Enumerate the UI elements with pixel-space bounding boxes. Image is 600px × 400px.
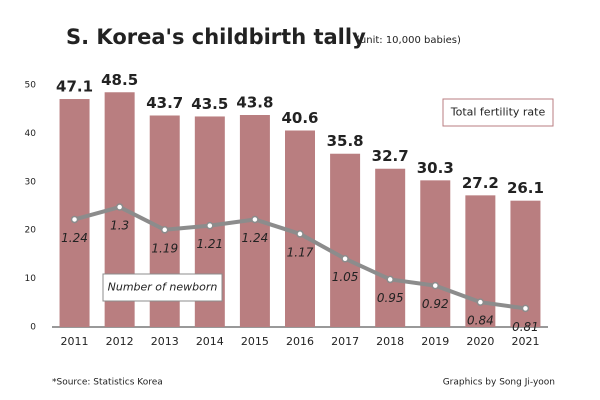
bar-value-label: 47.1: [56, 78, 93, 96]
line-point: [521, 304, 530, 313]
line-value-label: 1.17: [287, 245, 314, 259]
x-tick-label: 2016: [286, 335, 314, 348]
bar-value-label: 35.8: [327, 132, 364, 150]
line-point: [296, 230, 304, 238]
bar-value-label: 43.5: [191, 95, 228, 113]
y-tick-label: 30: [25, 177, 37, 187]
bar-value-label: 43.7: [146, 94, 183, 112]
line-point: [115, 203, 124, 211]
y-tick-label: 50: [25, 81, 37, 91]
x-tick-label: 2019: [421, 335, 449, 348]
x-tick-label: 2021: [511, 335, 539, 348]
x-tick-label: 2018: [376, 335, 404, 348]
legend-box: [442, 98, 554, 127]
line-value-label: 1.24: [242, 231, 269, 245]
y-tick-label: 20: [25, 226, 37, 236]
bar-value-label: 43.8: [236, 94, 273, 112]
line-value-label: 0.95: [377, 291, 404, 305]
legend-label: Total fertility rate: [450, 106, 546, 119]
line-value-label: 0.84: [467, 314, 494, 328]
bar-value-label: 27.2: [462, 174, 499, 192]
line-value-label: 0.81: [512, 320, 539, 334]
bar: [375, 168, 406, 327]
bar-value-label: 40.6: [281, 109, 318, 127]
bar: [420, 180, 451, 327]
bar: [59, 99, 90, 327]
y-tick-label: 10: [25, 274, 37, 284]
y-tick-label: 0: [30, 323, 36, 333]
legend-label: Number of newborn: [108, 281, 218, 294]
line-point: [160, 226, 169, 234]
x-tick-label: 2013: [151, 335, 179, 348]
bar-value-label: 32.7: [372, 147, 409, 165]
line-point: [431, 281, 440, 290]
line-value-label: 1.3: [110, 219, 129, 233]
x-tick-label: 2017: [331, 335, 359, 348]
bar-value-label: 26.1: [507, 179, 544, 197]
chart-title: S. Korea's childbirth tally: [66, 25, 366, 49]
line-point: [70, 215, 79, 224]
line-point: [206, 221, 214, 230]
chart-subtitle: (unit: 10,000 babies): [356, 35, 461, 46]
x-tick-label: 2015: [241, 335, 269, 348]
line-value-label: 0.92: [422, 297, 449, 311]
bar: [465, 195, 496, 327]
line-value-label: 1.21: [196, 237, 223, 251]
bar: [330, 153, 361, 327]
x-tick-label: 2012: [106, 335, 134, 348]
line-value-label: 1.05: [332, 270, 359, 284]
line-point: [476, 298, 485, 306]
x-tick-label: 2011: [61, 335, 89, 348]
x-tick-label: 2020: [466, 335, 494, 348]
credit-note: Graphics by Song Ji-yoon: [443, 378, 555, 388]
line-point: [341, 254, 349, 263]
line-value-label: 1.19: [151, 241, 178, 255]
source-note: *Source: Statistics Korea: [52, 378, 163, 388]
bar-value-label: 30.3: [417, 159, 454, 177]
bar-value-label: 48.5: [101, 71, 138, 89]
x-tick-label: 2014: [196, 335, 224, 348]
legend-box: [102, 273, 223, 302]
line-value-label: 1.24: [61, 231, 88, 245]
line-point: [386, 275, 394, 284]
y-tick-label: 40: [25, 129, 37, 139]
line-point: [251, 215, 259, 224]
